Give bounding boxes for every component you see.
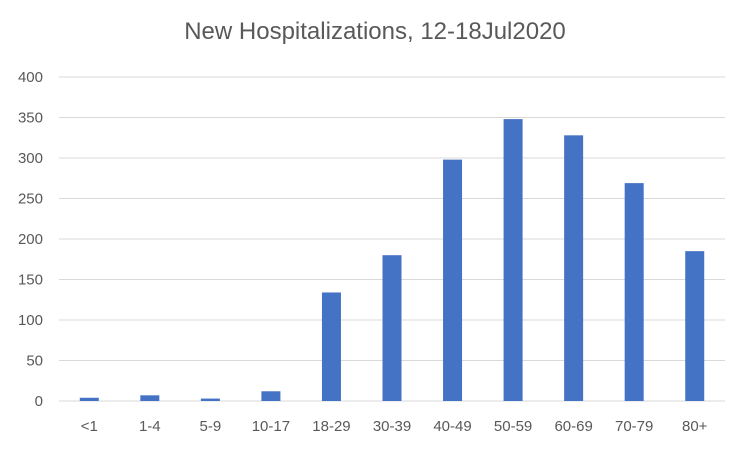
- x-tick-label: 5-9: [200, 418, 222, 435]
- x-tick-label: 40-49: [433, 418, 471, 435]
- bars: [79, 119, 705, 402]
- x-tick-label: 60-69: [554, 418, 592, 435]
- bar: [140, 395, 160, 401]
- chart-title: New Hospitalizations, 12-18Jul2020: [184, 18, 566, 45]
- y-tick-label: 250: [18, 191, 43, 208]
- y-axis-ticks: 0 50 100 150 200 250 300 350 400: [18, 69, 43, 410]
- x-tick-label: 18-29: [312, 418, 350, 435]
- bar: [503, 119, 523, 402]
- bar: [564, 135, 584, 401]
- y-tick-label: 400: [18, 69, 43, 86]
- y-tick-label: 350: [18, 110, 43, 127]
- x-tick-label: 1-4: [139, 418, 161, 435]
- x-tick-label: <1: [81, 418, 98, 435]
- x-tick-label: 70-79: [615, 418, 653, 435]
- y-tick-label: 0: [35, 393, 43, 410]
- y-tick-label: 50: [26, 353, 43, 370]
- bar: [79, 397, 99, 401]
- y-tick-label: 200: [18, 231, 43, 248]
- x-tick-label: 10-17: [252, 418, 290, 435]
- bar: [624, 183, 644, 401]
- y-tick-label: 300: [18, 150, 43, 167]
- x-tick-label: 30-39: [373, 418, 411, 435]
- x-axis-ticks: <1 1-4 5-9 10-17 18-29 30-39 40-49 50-59 60-69 70…: [81, 418, 708, 435]
- bar: [685, 251, 705, 401]
- bar: [382, 255, 402, 401]
- y-tick-label: 150: [18, 272, 43, 289]
- x-tick-label: 80+: [682, 418, 708, 435]
- bar: [443, 159, 463, 401]
- bar: [200, 398, 220, 401]
- bar: [321, 292, 341, 401]
- y-tick-label: 100: [18, 312, 43, 329]
- bar: [261, 391, 281, 401]
- x-tick-label: 50-59: [494, 418, 532, 435]
